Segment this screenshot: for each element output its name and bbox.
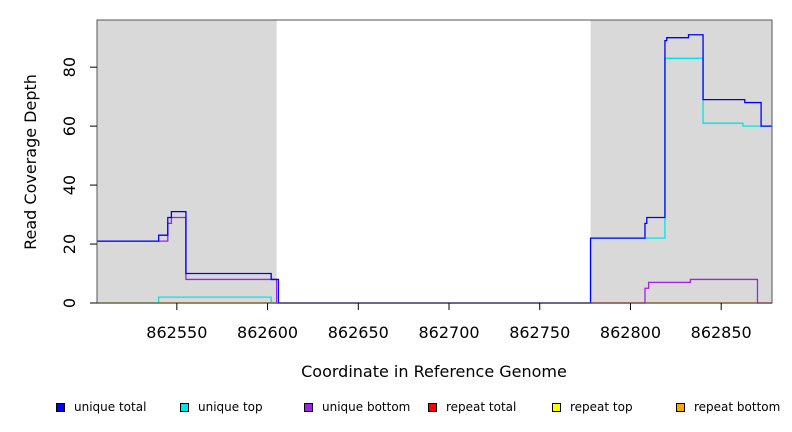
coverage-chart: 862550 862600 862650 862700 862750 862800 8628… <box>21 19 773 381</box>
legend-item-unique-bottom: unique bottom <box>304 400 410 414</box>
legend-label: unique top <box>198 400 263 414</box>
legend-swatch <box>180 402 189 412</box>
x-tick-label-862600: 862600 <box>237 323 298 342</box>
legend-label: unique total <box>74 400 147 414</box>
legend-item-unique-total: unique total <box>56 400 146 414</box>
legend-swatch <box>56 402 65 412</box>
x-axis: 862550 862600 862650 862700 862750 862800 8628… <box>146 303 752 342</box>
legend-item-unique-top: unique top <box>180 400 263 414</box>
legend: unique total unique top unique bottom repea… <box>0 400 792 418</box>
x-tick-label-862650: 862650 <box>328 323 389 342</box>
legend-swatch <box>676 402 685 412</box>
y-tick-label-60: 60 <box>60 116 79 136</box>
x-tick-label-862750: 862750 <box>509 323 570 342</box>
legend-label: repeat total <box>446 400 517 414</box>
x-tick-label-862800: 862800 <box>600 323 661 342</box>
shaded-region-1 <box>590 20 772 303</box>
y-tick-label-20: 20 <box>60 234 79 254</box>
series-line-unique-total <box>97 34 772 304</box>
y-tick-label-80: 80 <box>60 57 79 77</box>
legend-label: unique bottom <box>322 400 411 414</box>
legend-label: repeat top <box>570 400 633 414</box>
shaded-regions <box>97 20 772 303</box>
plot-frame <box>96 19 773 304</box>
legend-label: repeat bottom <box>694 400 781 414</box>
legend-swatch <box>428 402 437 412</box>
y-axis: 0 20 40 60 80 <box>60 57 97 308</box>
x-tick-label-862850: 862850 <box>691 323 752 342</box>
x-axis-label: Coordinate in Reference Genome <box>301 362 567 381</box>
legend-item-repeat-bottom: repeat bottom <box>676 400 780 414</box>
y-tick-label-0: 0 <box>60 298 79 308</box>
legend-swatch <box>304 402 313 412</box>
legend-item-repeat-top: repeat top <box>552 400 633 414</box>
x-tick-label-862550: 862550 <box>146 323 207 342</box>
y-axis-label: Read Coverage Depth <box>21 74 40 250</box>
shaded-region-0 <box>97 20 277 303</box>
legend-item-repeat-total: repeat total <box>428 400 516 414</box>
y-tick-label-40: 40 <box>60 175 79 195</box>
x-tick-label-862700: 862700 <box>418 323 479 342</box>
legend-swatch <box>552 402 561 412</box>
